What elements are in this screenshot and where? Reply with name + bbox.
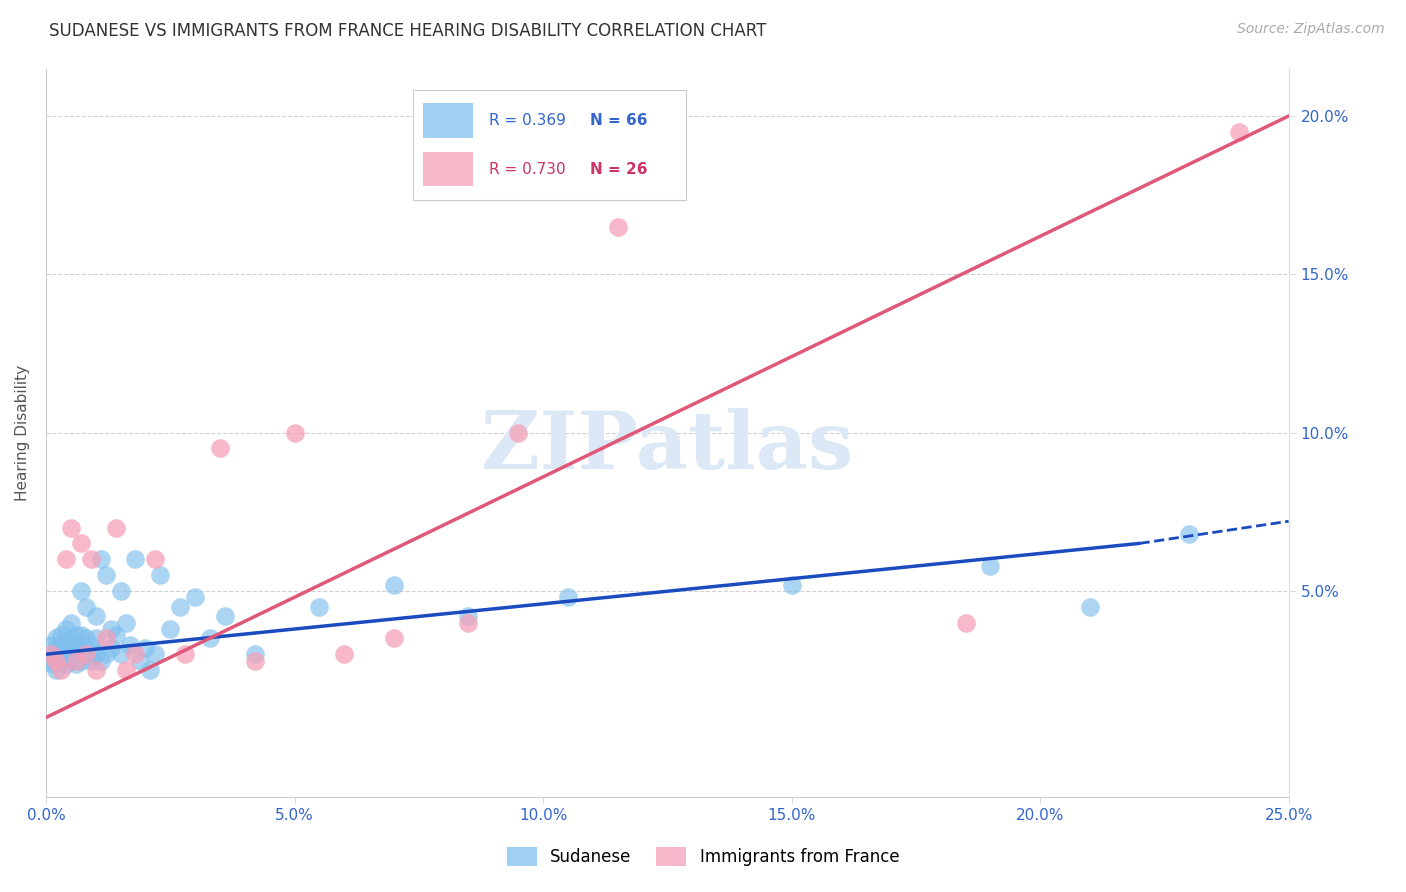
Point — [110, 583, 132, 598]
Point — [143, 647, 166, 661]
Point — [80, 654, 103, 668]
Point — [100, 622, 122, 636]
Point — [65, 628, 87, 642]
Point — [208, 442, 231, 456]
Point — [84, 632, 107, 646]
Point — [45, 663, 67, 677]
Point — [169, 599, 191, 614]
Legend: Sudanese, Immigrants from France: Sudanese, Immigrants from France — [498, 838, 908, 875]
Point — [45, 640, 67, 655]
Point — [94, 568, 117, 582]
Point — [75, 647, 97, 661]
Point — [80, 638, 103, 652]
Point — [90, 654, 112, 668]
Point — [104, 628, 127, 642]
Point — [59, 632, 82, 646]
Point — [69, 628, 91, 642]
Point — [955, 615, 977, 630]
Point — [75, 599, 97, 614]
Point — [49, 663, 72, 677]
Point — [129, 654, 152, 668]
Point — [45, 654, 67, 668]
Point — [104, 520, 127, 534]
Text: ZIPatlas: ZIPatlas — [481, 409, 853, 486]
Point — [59, 615, 82, 630]
Point — [94, 632, 117, 646]
Point — [59, 640, 82, 655]
Point — [65, 638, 87, 652]
Point — [308, 599, 330, 614]
Point — [84, 647, 107, 661]
Text: Source: ZipAtlas.com: Source: ZipAtlas.com — [1237, 22, 1385, 37]
Point — [90, 552, 112, 566]
Point — [149, 568, 172, 582]
Point — [55, 644, 77, 658]
Point — [55, 622, 77, 636]
Point — [49, 654, 72, 668]
Point — [69, 583, 91, 598]
Point — [1227, 125, 1250, 139]
Point — [55, 552, 77, 566]
Point — [69, 536, 91, 550]
Point — [243, 647, 266, 661]
Point — [243, 654, 266, 668]
Point — [114, 663, 136, 677]
Point — [1078, 599, 1101, 614]
Point — [100, 640, 122, 655]
Point — [382, 632, 405, 646]
Point — [143, 552, 166, 566]
Point — [457, 615, 479, 630]
Point — [49, 647, 72, 661]
Point — [1178, 527, 1201, 541]
Point — [780, 577, 803, 591]
Point — [84, 609, 107, 624]
Point — [139, 663, 162, 677]
Point — [333, 647, 356, 661]
Point — [134, 640, 156, 655]
Point — [45, 632, 67, 646]
Point — [110, 647, 132, 661]
Point — [69, 654, 91, 668]
Text: SUDANESE VS IMMIGRANTS FROM FRANCE HEARING DISABILITY CORRELATION CHART: SUDANESE VS IMMIGRANTS FROM FRANCE HEARI… — [49, 22, 766, 40]
Point — [124, 647, 146, 661]
Point — [59, 520, 82, 534]
Point — [37, 654, 59, 668]
Point — [49, 638, 72, 652]
Point — [557, 591, 579, 605]
Point — [214, 609, 236, 624]
Point — [120, 638, 142, 652]
Point — [198, 632, 221, 646]
Point — [55, 657, 77, 671]
Point — [382, 577, 405, 591]
Point — [114, 615, 136, 630]
Point — [75, 632, 97, 646]
Point — [184, 591, 207, 605]
Point — [283, 425, 305, 440]
Point — [124, 552, 146, 566]
Point — [159, 622, 181, 636]
Point — [65, 654, 87, 668]
Point — [42, 657, 65, 671]
Point — [39, 638, 62, 652]
Point — [94, 647, 117, 661]
Point — [39, 647, 62, 661]
Point — [65, 647, 87, 661]
Point — [80, 552, 103, 566]
Point — [606, 219, 628, 234]
Point — [75, 647, 97, 661]
Point — [84, 663, 107, 677]
Point — [508, 425, 530, 440]
Y-axis label: Hearing Disability: Hearing Disability — [15, 365, 30, 500]
Point — [39, 647, 62, 661]
Point — [65, 657, 87, 671]
Point — [59, 654, 82, 668]
Point — [55, 634, 77, 648]
Point — [174, 647, 197, 661]
Point — [457, 609, 479, 624]
Point — [979, 558, 1001, 573]
Point — [69, 640, 91, 655]
Point — [49, 628, 72, 642]
